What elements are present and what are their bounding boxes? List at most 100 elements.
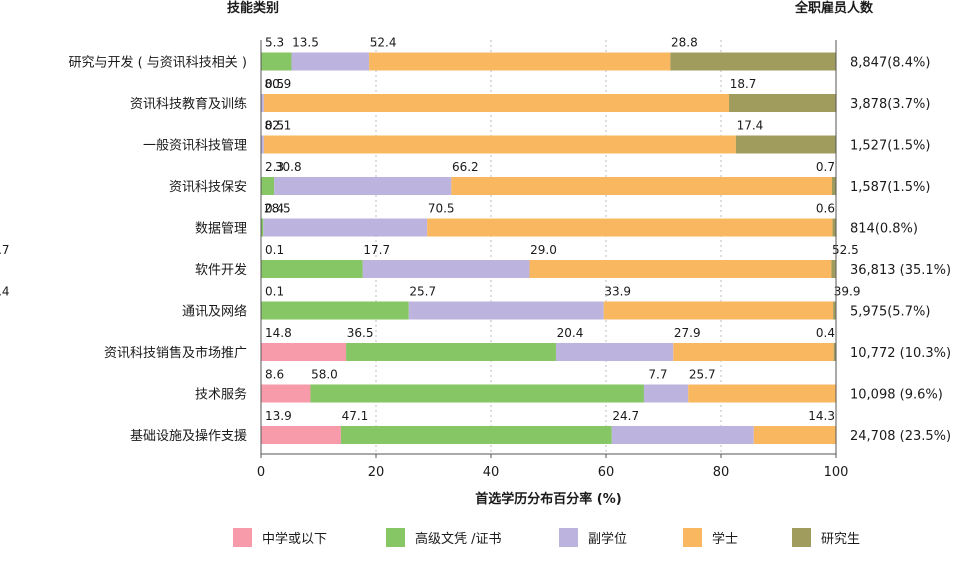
bar-segment-9-1: [340, 426, 612, 444]
bar-segment-0-4: [670, 52, 836, 71]
data-label-2-1: 82.1: [265, 119, 292, 133]
total-label-8: 10,098 (9.6%): [850, 388, 943, 403]
x-tick-label-0: 0: [257, 465, 265, 480]
bar-segment-1-4: [729, 94, 837, 112]
data-label-4-1: 28.5: [264, 202, 291, 216]
data-label-5-1: 17.7: [363, 243, 390, 257]
bar-segment-3-4: [831, 177, 836, 195]
bar-segment-6-3: [603, 301, 834, 320]
data-label-3-3: 0.7: [816, 160, 835, 174]
legend-item-associate: 副学位: [559, 527, 627, 547]
category-label-0: 研究与开发 ( 与资讯科技相关 ): [68, 55, 247, 71]
bar-segment-9-0: [261, 426, 341, 444]
total-label-6: 5,975(5.7%): [850, 305, 930, 320]
bar-segment-9-2: [611, 426, 754, 444]
data-label-8-1: 58.0: [311, 368, 338, 382]
total-label-4: 814(0.8%): [850, 222, 918, 237]
data-label-1-2: 18.7: [730, 77, 757, 91]
data-label-7-1: 36.5: [347, 326, 374, 340]
data-label-3-0: 2.3: [265, 160, 284, 174]
bar-segment-4-3: [427, 218, 833, 237]
data-label-8-0: 8.6: [265, 368, 284, 382]
legend-label-secondary: 中学或以下: [262, 531, 328, 547]
legend-item-secondary: 中学或以下: [233, 527, 327, 547]
bar-segment-4-1: [261, 218, 264, 237]
bar-segment-1-2: [261, 94, 264, 112]
x-tick-label-20: 20: [368, 465, 385, 480]
data-label-6-2: 33.9: [604, 285, 631, 299]
bar-segment-3-3: [451, 177, 832, 195]
data-label-7-3: 27.9: [674, 326, 701, 340]
x-tick-label-80: 80: [713, 465, 730, 480]
bar-segment-8-0: [261, 384, 311, 403]
data-label-5-2: 29.0: [530, 243, 557, 257]
legend-label-bachelor: 学士: [712, 531, 739, 547]
data-label-7-2: 20.4: [557, 326, 584, 340]
chart-legend: 中学或以下 高级文凭 /证书 副学位 学士 研究生: [0, 522, 960, 550]
total-label-5: 36,813 (35.1%): [850, 263, 951, 278]
stacked-bar-chart: 研究与开发 ( 与资讯科技相关 ) 8,847(8.4%) 5.3 13.5 52.4 2…: [0, 36, 951, 508]
bar-segment-3-2: [274, 177, 452, 195]
totals-header: 全职雇员人数: [795, 1, 874, 16]
category-label-6: 通讯及网络: [182, 304, 247, 320]
x-tick-label-100: 100: [824, 465, 849, 480]
legend-swatch-secondary: [233, 527, 252, 547]
bar-segment-1-3: [263, 94, 730, 112]
category-label-8: 技术服务: [195, 387, 247, 403]
legend-label-diploma: 高级文凭 /证书: [415, 531, 502, 547]
bar-segment-6-2: [408, 301, 604, 320]
bar-segment-0-1: [261, 52, 292, 71]
bar-segment-7-4: [833, 343, 836, 361]
bar-segment-7-1: [346, 343, 556, 361]
total-label-7: 10,772 (10.3%): [850, 346, 951, 361]
x-axis-title: 首选学历分布百分率 (%): [475, 491, 621, 507]
data-label-6-4: 0.4: [0, 285, 10, 299]
legend-item-bachelor: 学士: [683, 527, 738, 547]
category-label-4: 数据管理: [195, 222, 247, 237]
y-axis-header: 技能类别: [227, 1, 280, 16]
bar-segment-8-2: [643, 384, 689, 403]
data-label-0-2: 52.4: [370, 36, 397, 50]
legend-item-postgraduate: 研究生: [792, 527, 860, 547]
bar-segment-5-3: [529, 260, 832, 278]
total-label-1: 3,878(3.7%): [850, 97, 930, 112]
legend-label-postgraduate: 研究生: [821, 531, 861, 547]
bar-segment-2-4: [735, 135, 836, 154]
data-label-4-2: 70.5: [428, 202, 455, 216]
legend-swatch-postgraduate: [792, 527, 811, 547]
data-label-2-2: 17.4: [737, 119, 764, 133]
data-label-9-3: 14.3: [808, 409, 835, 423]
data-label-5-4: 0.7: [0, 243, 10, 257]
data-label-6-0: 0.1: [265, 285, 284, 299]
bar-segment-8-1: [310, 384, 644, 403]
data-label-7-0: 14.8: [265, 326, 292, 340]
data-label-9-2: 24.7: [612, 409, 639, 423]
category-label-1: 资讯科技教育及训练: [130, 96, 247, 112]
bar-segment-4-2: [263, 218, 428, 237]
total-label-2: 1,527(1.5%): [850, 139, 930, 154]
data-label-8-2: 7.7: [648, 368, 667, 382]
category-label-7: 资讯科技销售及市场推广: [104, 345, 247, 361]
bar-segment-7-0: [261, 343, 347, 361]
x-tick-label-60: 60: [598, 465, 615, 480]
data-label-2-0: 0.5: [265, 119, 284, 133]
data-label-3-1: 30.8: [275, 160, 302, 174]
legend-swatch-diploma: [386, 527, 405, 547]
bar-segment-9-3: [753, 426, 836, 444]
bar-segment-5-1: [261, 260, 363, 278]
legend-item-diploma: 高级文凭 /证书: [386, 527, 502, 547]
data-label-6-1: 25.7: [409, 285, 436, 299]
data-label-1-0: 0.5: [265, 77, 284, 91]
total-label-3: 1,587(1.5%): [850, 180, 930, 195]
x-tick-label-40: 40: [483, 465, 500, 480]
bar-segment-2-2: [261, 135, 264, 154]
data-label-8-3: 25.7: [689, 368, 716, 382]
legend-swatch-bachelor: [683, 527, 702, 547]
category-label-5: 软件开发: [195, 262, 247, 278]
category-label-3: 资讯科技保安: [169, 180, 247, 195]
bar-segment-3-1: [261, 177, 275, 195]
bar-segment-0-3: [369, 52, 671, 71]
data-label-7-4: 0.4: [816, 326, 835, 340]
category-label-2: 一般资讯科技管理: [143, 138, 247, 154]
bar-segment-4-4: [832, 218, 836, 237]
